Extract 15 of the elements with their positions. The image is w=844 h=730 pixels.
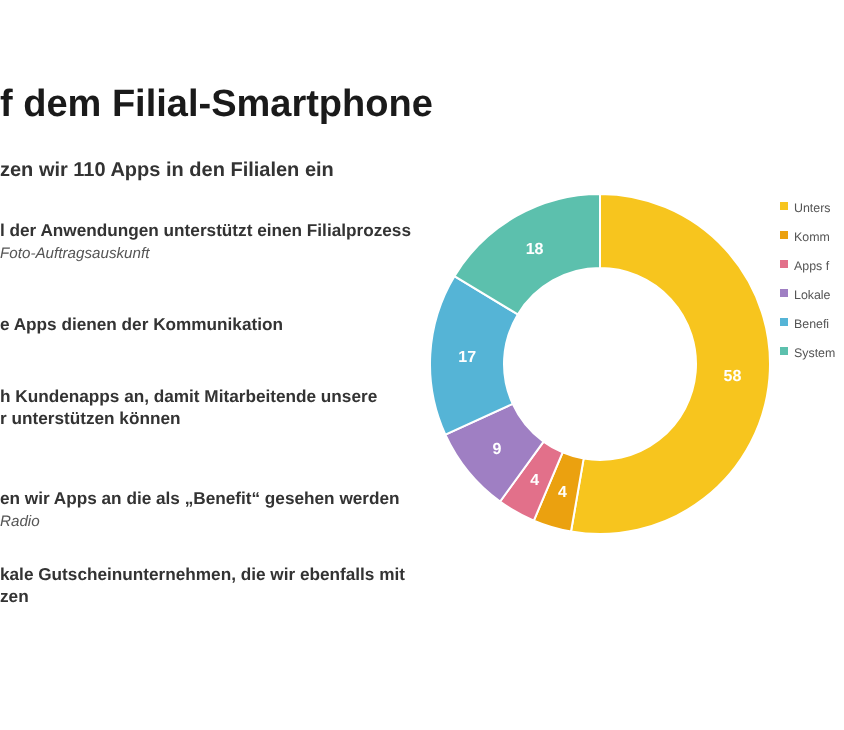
data-label: 9 — [492, 439, 503, 458]
text: l der Anwendungen unterstützt einen Filialprozess — [0, 220, 412, 240]
text: r unterstützen können — [0, 408, 181, 428]
text: h Kundenapps an, damit Mitarbeitende unsere — [0, 386, 378, 406]
text: en wir Apps an die als „Benefit“ gesehen werden — [0, 488, 400, 508]
chart-title: f dem Filial-Smartphone — [0, 84, 433, 126]
text: kale Gutscheinunternehmen, die wir ebenfalls mit — [0, 564, 406, 584]
data-label: 4 — [530, 471, 541, 490]
data-label: 58 — [723, 366, 743, 385]
data-label: 18 — [525, 239, 545, 258]
data-label: 4 — [558, 483, 569, 502]
data-label: 17 — [458, 348, 478, 367]
text: zen — [0, 586, 29, 606]
text: e Apps dienen der Kommunikation — [0, 314, 283, 334]
text: zen wir 110 Apps in den Filialen ein — [0, 160, 334, 182]
